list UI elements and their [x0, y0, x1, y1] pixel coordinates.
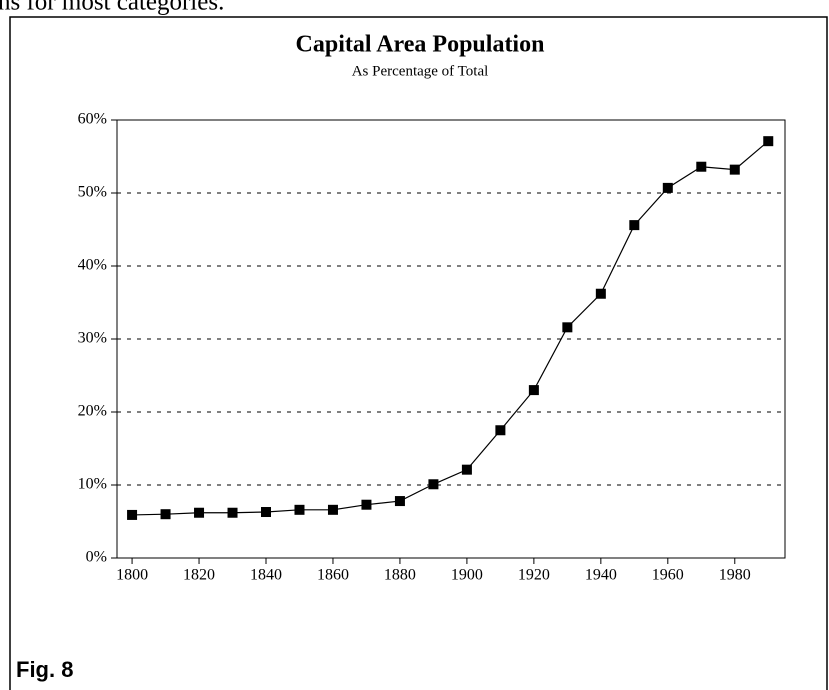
x-tick-label: 1880: [384, 567, 416, 584]
x-tick-label: 1800: [116, 567, 148, 584]
y-tick-label: 50%: [78, 184, 107, 201]
y-tick-label: 30%: [78, 330, 107, 347]
point: [261, 507, 272, 518]
point: [763, 136, 774, 147]
point: [595, 288, 606, 299]
point: [528, 385, 539, 396]
y-tick-label: 40%: [78, 257, 107, 274]
y-tick-label: 60%: [78, 111, 107, 128]
point: [562, 322, 573, 333]
x-tick-label: 1840: [250, 567, 282, 584]
point: [629, 220, 640, 231]
y-tick-label: 10%: [78, 476, 107, 493]
x-tick-label: 1860: [317, 567, 349, 584]
point: [127, 509, 138, 520]
plot-frame: [116, 119, 786, 559]
frame: [9, 16, 828, 690]
x-tick-label: 1980: [719, 567, 751, 584]
point: [729, 164, 740, 175]
figure-label: Fig. 8: [16, 657, 73, 682]
point: [495, 425, 506, 436]
point: [227, 507, 238, 518]
point: [662, 182, 673, 193]
y-tick-label: 0%: [86, 549, 107, 566]
point: [696, 161, 707, 172]
point: [194, 507, 205, 518]
y-tick-label: 20%: [78, 403, 107, 420]
chart-title: Capital Area Population: [296, 32, 545, 58]
x-tick-label: 1920: [518, 567, 550, 584]
point: [160, 509, 171, 520]
x-tick-label: 1820: [183, 567, 215, 584]
point: [327, 504, 338, 515]
x-tick-label: 1940: [585, 567, 617, 584]
series-line: [132, 140, 769, 516]
point: [461, 464, 472, 475]
point: [394, 496, 405, 507]
chart-subtitle: As Percentage of Total: [352, 63, 489, 79]
point: [361, 499, 372, 510]
point: [294, 504, 305, 515]
x-tick-label: 1960: [652, 567, 684, 584]
page-text: ns for most categories.: [0, 0, 224, 16]
point: [428, 479, 439, 490]
x-tick-label: 1900: [451, 567, 483, 584]
